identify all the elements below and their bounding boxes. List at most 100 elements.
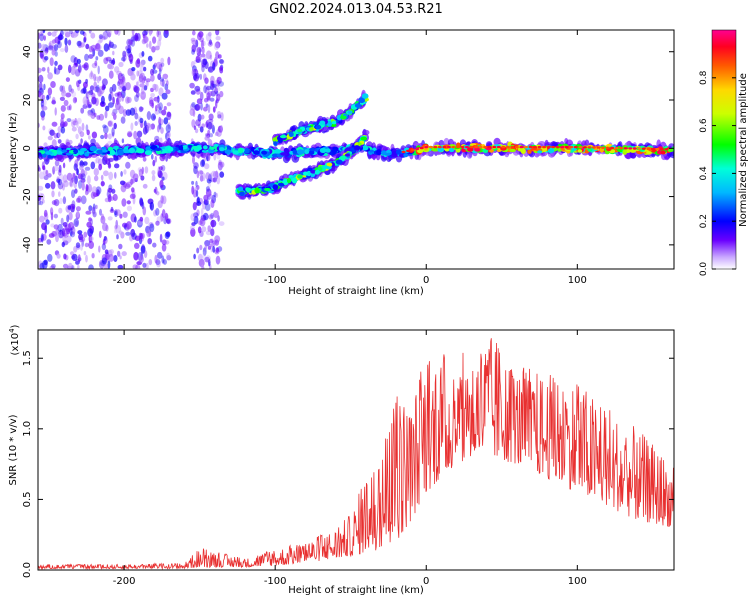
noise-blob xyxy=(107,260,111,269)
noise-blob xyxy=(203,97,209,103)
noise-blob xyxy=(51,263,56,269)
noise-blob xyxy=(209,97,215,102)
noise-blob xyxy=(73,65,77,72)
noise-blob xyxy=(131,187,135,193)
noise-blob xyxy=(161,255,165,264)
noise-blob xyxy=(62,196,67,205)
noise-blob xyxy=(85,184,89,192)
line-core xyxy=(61,149,68,153)
noise-blob xyxy=(104,263,109,269)
noise-blob xyxy=(101,78,108,86)
peak-dot xyxy=(406,149,411,153)
noise-blob xyxy=(46,94,50,101)
noise-blob xyxy=(165,89,171,95)
line-core xyxy=(219,147,225,152)
noise-blob xyxy=(144,30,149,36)
noise-blob xyxy=(73,218,80,228)
noise-blob xyxy=(166,111,172,121)
noise-blob xyxy=(139,117,144,124)
noise-blob xyxy=(197,169,203,177)
noise-blob xyxy=(151,153,154,160)
line-core xyxy=(309,147,316,152)
noise-blob xyxy=(216,128,222,137)
noise-blob xyxy=(42,165,46,171)
noise-blob xyxy=(196,170,200,179)
noise-blob xyxy=(191,119,196,128)
noise-blob xyxy=(105,105,110,112)
noise-blob xyxy=(80,178,86,183)
noise-blob xyxy=(195,55,202,61)
noise-blob xyxy=(159,179,164,189)
noise-blob xyxy=(191,180,195,185)
noise-blob xyxy=(57,178,63,186)
noise-blob xyxy=(108,64,114,70)
noise-blob xyxy=(105,56,112,62)
noise-blob xyxy=(69,231,76,238)
line-core xyxy=(237,147,244,154)
noise-blob xyxy=(121,138,125,144)
noise-blob xyxy=(50,181,56,190)
noise-blob xyxy=(87,99,90,107)
noise-blob xyxy=(144,216,150,225)
noise-blob xyxy=(149,223,155,233)
noise-blob xyxy=(204,200,208,204)
noise-blob xyxy=(192,30,196,36)
noise-blob xyxy=(137,167,142,172)
noise-blob xyxy=(155,98,160,104)
noise-blob xyxy=(83,251,87,256)
noise-blob xyxy=(39,262,45,269)
noise-blob xyxy=(61,241,65,248)
noise-blob xyxy=(125,96,130,104)
noise-blob xyxy=(156,103,161,109)
noise-blob xyxy=(146,43,149,48)
noise-blob xyxy=(83,32,87,38)
noise-blob xyxy=(126,38,132,47)
noise-blob xyxy=(88,240,94,249)
line-core xyxy=(336,114,343,121)
noise-blob xyxy=(140,175,145,181)
noise-blob xyxy=(206,85,212,91)
noise-blob xyxy=(98,245,101,253)
noise-blob xyxy=(201,264,204,269)
noise-blob xyxy=(148,30,152,36)
noise-blob xyxy=(205,255,211,263)
noise-blob xyxy=(216,86,221,92)
line-core xyxy=(386,149,392,153)
noise-blob xyxy=(99,208,102,216)
noise-blob xyxy=(130,73,136,81)
snr-scale-label: (x104) xyxy=(8,324,21,355)
noise-blob xyxy=(120,180,126,186)
noise-blob xyxy=(115,101,121,111)
noise-blob xyxy=(154,186,158,195)
noise-blob xyxy=(157,125,160,133)
line-core xyxy=(296,149,304,155)
noise-blob xyxy=(134,216,137,223)
noise-blob xyxy=(97,49,104,57)
noise-blob xyxy=(141,166,144,175)
noise-blob xyxy=(60,126,66,134)
noise-blob xyxy=(160,195,164,204)
noise-blob xyxy=(57,40,62,49)
noise-blob xyxy=(155,258,161,266)
peak-dot xyxy=(614,146,619,150)
noise-blob xyxy=(97,158,103,167)
line-core xyxy=(325,148,331,153)
noise-blob xyxy=(191,39,197,45)
noise-blob xyxy=(59,197,63,205)
noise-blob xyxy=(203,85,208,94)
noise-blob xyxy=(112,96,115,105)
colorbar-tick-label: 0.0 xyxy=(699,262,709,277)
peak-dot xyxy=(465,145,469,149)
line-core xyxy=(369,149,374,153)
line-core xyxy=(455,148,461,153)
noise-blob xyxy=(218,221,225,227)
noise-blob xyxy=(71,189,76,198)
peak-dot xyxy=(551,145,556,149)
noise-blob xyxy=(210,199,215,209)
noise-blob xyxy=(130,228,136,238)
noise-blob xyxy=(196,196,200,204)
line-halo xyxy=(362,129,370,136)
noise-blob xyxy=(158,68,162,75)
upper-branch xyxy=(272,89,369,147)
noise-blob xyxy=(58,229,64,239)
